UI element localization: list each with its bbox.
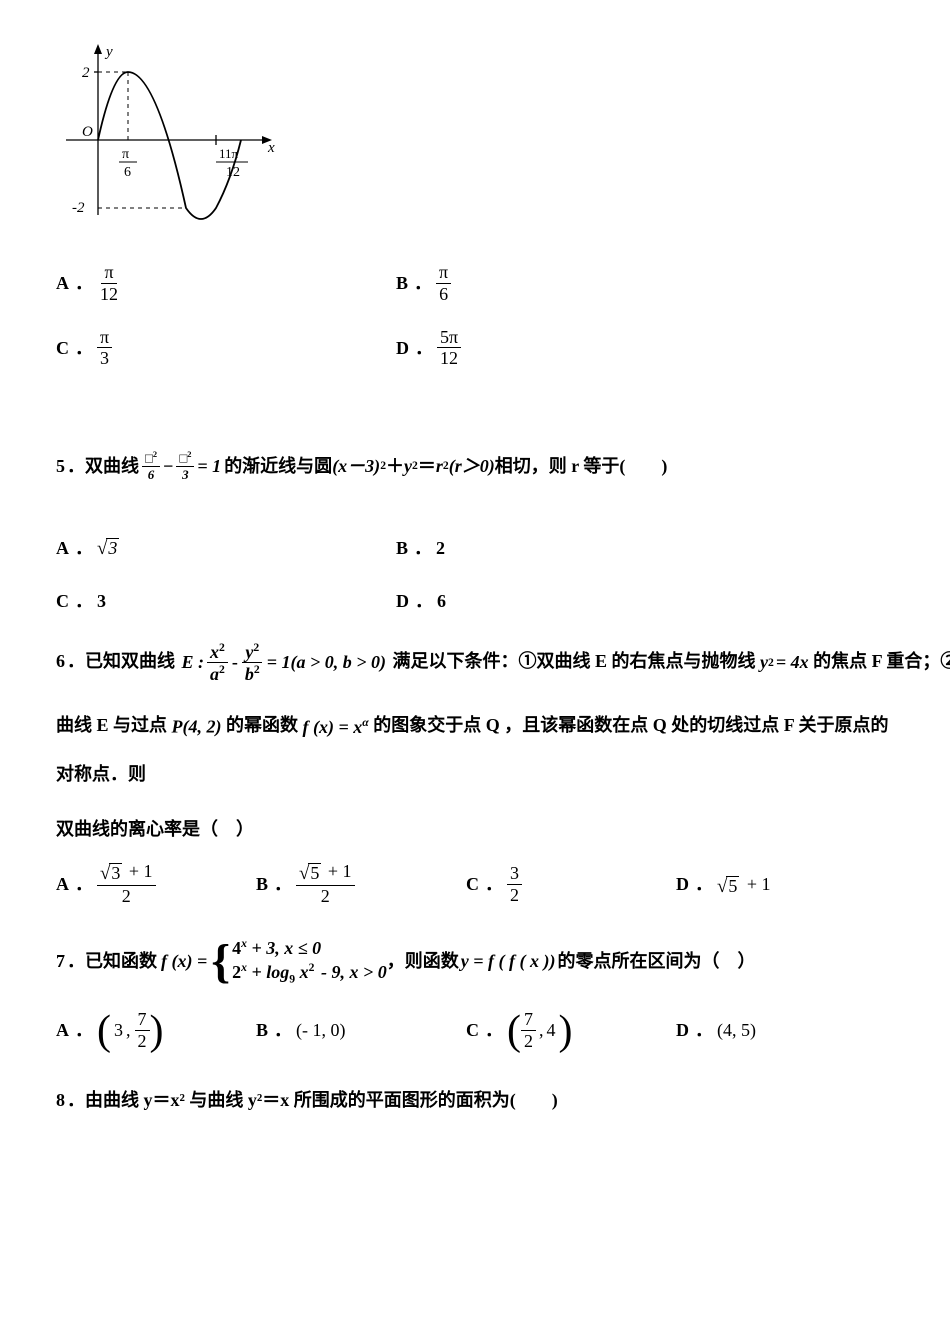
q5-opt-b: B． 2 (396, 534, 736, 563)
svg-text:O: O (82, 124, 93, 140)
q4-c-frac: π 3 (97, 328, 112, 369)
q4-opt-c: C． π 3 (56, 328, 396, 369)
option-letter: A (56, 269, 69, 298)
q4-options-row1: A． π 12 B． π 6 (56, 263, 902, 304)
q6-stem-line2: 曲线 E 与过点 P(4, 2) 的幂函数 f (x) = xα 的图象交于点 … (56, 702, 902, 797)
q6-number: 6 (56, 651, 65, 671)
q4-graph: 2 -2 O π 6 11π 12 x y (56, 40, 902, 239)
q5-stem: 5．双曲线 □2 6 − □2 3 = 1 的渐近线与圆 (x－3)2 ＋ y2… (56, 450, 902, 482)
q4-opt-d: D． 5π 12 (396, 328, 736, 369)
q8-stem: 8．由曲线 y＝x² 与曲线 y²＝x 所围成的平面图形的面积为( ) (56, 1086, 902, 1115)
q6-parabola-eq: y2 = 4x (760, 643, 809, 683)
q6-hyperbola-eq: E : x2 a2 - y2 b2 = 1(a > 0, b > 0) (182, 642, 386, 685)
q5-number: 5 (56, 452, 65, 481)
q6-opt-a: A． √3 + 1 2 (56, 862, 256, 906)
svg-text:x: x (267, 140, 275, 156)
q6-opt-c: C． 3 2 (466, 862, 676, 906)
q5-opt-c: C． 3 (56, 587, 396, 616)
option-letter: B (396, 269, 408, 298)
q6-opt-d: D． √5 + 1 (676, 862, 902, 906)
option-dot: ． (415, 334, 433, 363)
q8-number: 8 (56, 1086, 65, 1115)
svg-text:11π: 11π (219, 146, 239, 161)
option-letter: C (56, 334, 69, 363)
svg-text:12: 12 (226, 165, 240, 180)
option-dot: ． (75, 334, 93, 363)
q6-stem: 6．已知双曲线 E : x2 a2 - y2 b2 = 1(a > 0, b >… (56, 642, 902, 685)
q7-opt-b: B． (- 1, 0) (256, 1010, 466, 1052)
q6-options: A． √3 + 1 2 B． √5 + 1 2 C． 3 2 D． √5 + (56, 862, 902, 906)
q4-b-frac: π 6 (436, 263, 451, 304)
q7-opt-a: A． ( 3 , 7 2 ) (56, 1010, 256, 1052)
q6-stem-line3: 双曲线的离心率是（ ） (56, 815, 902, 844)
q5-hyperbola-eq: □2 6 − □2 3 = 1 (142, 450, 221, 482)
q4-opt-a: A． π 12 (56, 263, 396, 304)
svg-text:6: 6 (124, 165, 131, 180)
sine-graph-svg: 2 -2 O π 6 11π 12 x y (56, 40, 286, 230)
svg-text:2: 2 (82, 65, 90, 81)
option-dot: ． (414, 269, 432, 298)
q6-opt-b: B． √5 + 1 2 (256, 862, 466, 906)
q7-opt-d: D． (4, 5) (676, 1010, 902, 1052)
option-dot: ． (75, 269, 93, 298)
q4-opt-b: B． π 6 (396, 263, 736, 304)
q5-options-row2: C． 3 D． 6 (56, 587, 902, 616)
q7-number: 7 (56, 947, 65, 976)
q5-opt-d: D． 6 (396, 587, 736, 616)
option-letter: D (396, 334, 409, 363)
svg-text:π: π (122, 147, 129, 162)
svg-text:-2: -2 (72, 200, 85, 216)
q7-stem: 7．已知函数 f (x) = { 4x + 3, x ≤ 0 2x + log9… (56, 936, 902, 988)
q4-options-row2: C． π 3 D． 5π 12 (56, 328, 902, 369)
q5-options-row1: A． √3 B． 2 (56, 534, 902, 563)
svg-text:y: y (104, 44, 113, 60)
q7-options: A． ( 3 , 7 2 ) B． (- 1, 0) C． ( 7 2 , 4 … (56, 1010, 902, 1052)
q7-opt-c: C． ( 7 2 , 4 ) (466, 1010, 676, 1052)
sqrt-icon: √3 (97, 538, 119, 559)
q4-d-frac: 5π 12 (437, 328, 461, 369)
brace-icon: { (211, 938, 230, 986)
q5-opt-a: A． √3 (56, 534, 396, 563)
q7-piecewise: { 4x + 3, x ≤ 0 2x + log9 x2 - 9, x > 0 (211, 936, 386, 988)
q4-a-frac: π 12 (97, 263, 121, 304)
